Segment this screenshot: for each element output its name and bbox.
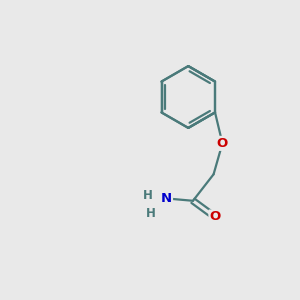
Text: H: H <box>143 189 153 202</box>
Text: O: O <box>209 211 221 224</box>
Text: N: N <box>161 192 172 205</box>
Text: O: O <box>217 137 228 150</box>
Text: H: H <box>146 207 156 220</box>
